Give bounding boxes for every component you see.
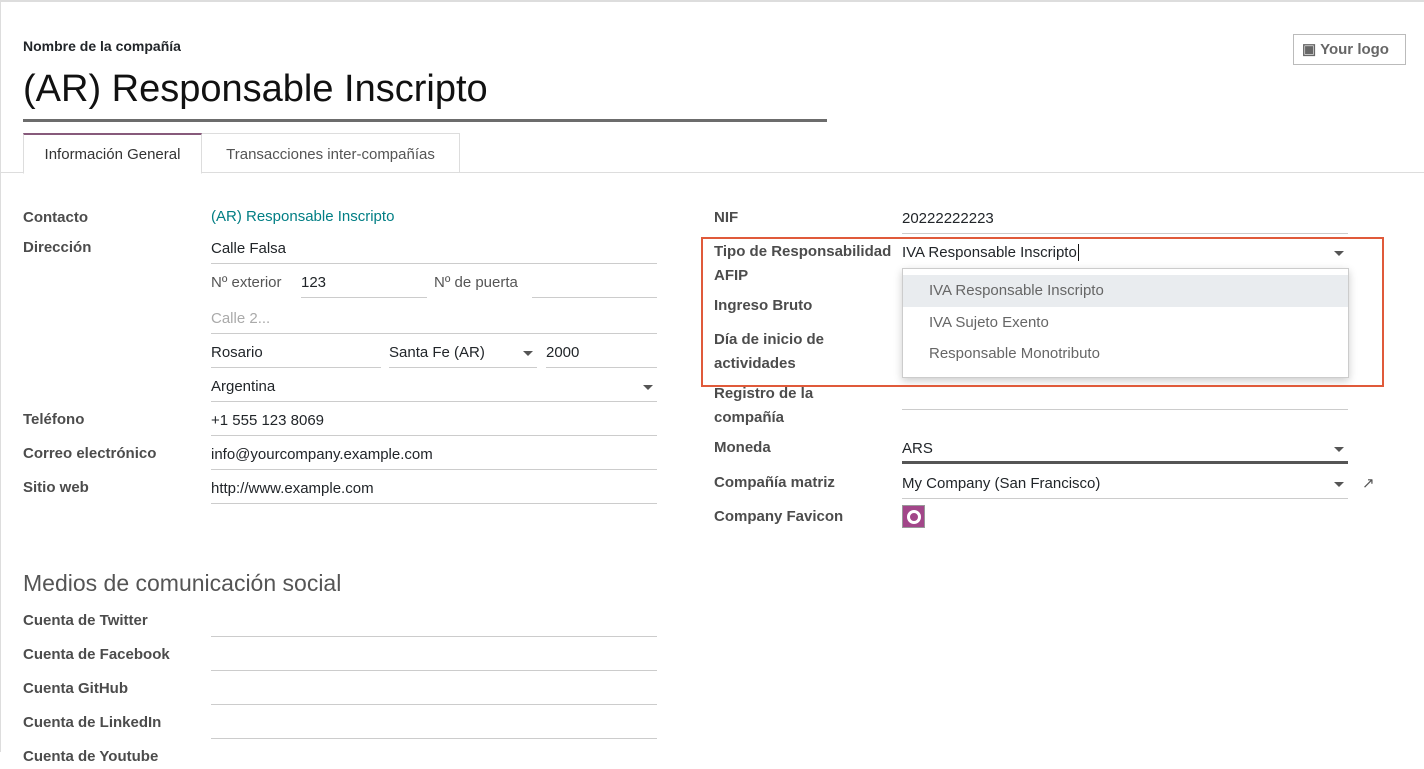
company-name-label: Nombre de la compañía — [23, 38, 181, 54]
street-input[interactable]: Calle Falsa — [211, 234, 657, 264]
moneda-select[interactable]: ARS — [902, 434, 1348, 464]
afip-option[interactable]: IVA Sujeto Exento — [929, 314, 1049, 331]
direccion-label: Dirección — [23, 239, 92, 256]
company-name-input[interactable]: (AR) Responsable Inscripto — [23, 64, 827, 122]
nif-input[interactable]: 20222222223 — [902, 204, 1348, 234]
state-value: Santa Fe (AR) — [389, 344, 485, 361]
highlight-box — [701, 237, 1384, 387]
correo-label: Correo electrónico — [23, 445, 157, 462]
chevron-down-icon — [1334, 447, 1344, 452]
ext-number-input[interactable]: 123 — [301, 268, 427, 298]
logo-label: Your logo — [1320, 41, 1389, 58]
github-input[interactable] — [211, 675, 657, 705]
social-section-title: Medios de comunicación social — [23, 570, 342, 596]
moneda-value: ARS — [902, 440, 933, 457]
contacto-label: Contacto — [23, 209, 88, 226]
door-number-input[interactable] — [532, 268, 657, 298]
web-input[interactable]: http://www.example.com — [211, 474, 657, 504]
chevron-down-icon — [643, 385, 653, 390]
linkedin-label: Cuenta de LinkedIn — [23, 714, 162, 731]
moneda-label: Moneda — [714, 439, 771, 456]
door-label: Nº de puerta — [434, 274, 518, 291]
your-logo-button[interactable]: ▣ Your logo — [1293, 34, 1406, 65]
linkedin-input[interactable] — [211, 709, 657, 739]
favicon-label: Company Favicon — [714, 508, 844, 525]
telefono-label: Teléfono — [23, 411, 85, 428]
matriz-value: My Company (San Francisco) — [902, 475, 1101, 492]
nif-label: NIF — [714, 209, 739, 226]
tab-informacion-general[interactable]: Información General — [23, 133, 202, 174]
contacto-link[interactable]: (AR) Responsable Inscripto — [211, 208, 395, 225]
facebook-label: Cuenta de Facebook — [23, 646, 170, 663]
facebook-input[interactable] — [211, 641, 657, 671]
favicon-image[interactable] — [902, 505, 925, 528]
afip-option[interactable]: Responsable Monotributo — [929, 345, 1100, 362]
registro-label: Registro de la compañía — [714, 385, 814, 426]
github-label: Cuenta GitHub — [23, 680, 128, 697]
country-value: Argentina — [211, 378, 276, 395]
afip-dropdown: IVA Responsable Inscripto IVA Sujeto Exe… — [902, 268, 1349, 378]
ext-label: Nº exterior — [211, 274, 282, 291]
afip-value: IVA Responsable Inscripto — [902, 244, 1077, 261]
chevron-down-icon — [523, 351, 533, 356]
afip-option[interactable]: IVA Responsable Inscripto — [903, 275, 1348, 307]
chevron-down-icon — [1334, 251, 1344, 256]
twitter-input[interactable] — [211, 607, 657, 637]
street2-input[interactable]: Calle 2... — [211, 304, 657, 334]
external-link-icon[interactable]: ↗ — [1362, 475, 1375, 492]
telefono-input[interactable]: +1 555 123 8069 — [211, 406, 657, 436]
chevron-down-icon — [1334, 482, 1344, 487]
matriz-select[interactable]: My Company (San Francisco) — [902, 469, 1348, 499]
afip-select[interactable]: IVA Responsable Inscripto — [902, 238, 1348, 268]
afip-label: Tipo de Responsabilidad AFIP — [714, 243, 892, 284]
camera-icon: ▣ — [1302, 41, 1317, 58]
inicio-label: Día de inicio de actividades — [714, 331, 825, 372]
city-input[interactable]: Rosario — [211, 338, 381, 368]
web-label: Sitio web — [23, 479, 89, 496]
country-select[interactable]: Argentina — [211, 372, 657, 402]
youtube-label: Cuenta de Youtube — [23, 748, 159, 765]
matriz-label: Compañía matriz — [714, 474, 835, 491]
zip-input[interactable]: 2000 — [546, 338, 657, 368]
state-select[interactable]: Santa Fe (AR) — [389, 338, 537, 368]
twitter-label: Cuenta de Twitter — [23, 612, 148, 629]
correo-input[interactable]: info@yourcompany.example.com — [211, 440, 657, 470]
tab-transacciones[interactable]: Transacciones inter-compañías — [202, 133, 460, 173]
ingreso-label: Ingreso Bruto — [714, 297, 813, 314]
